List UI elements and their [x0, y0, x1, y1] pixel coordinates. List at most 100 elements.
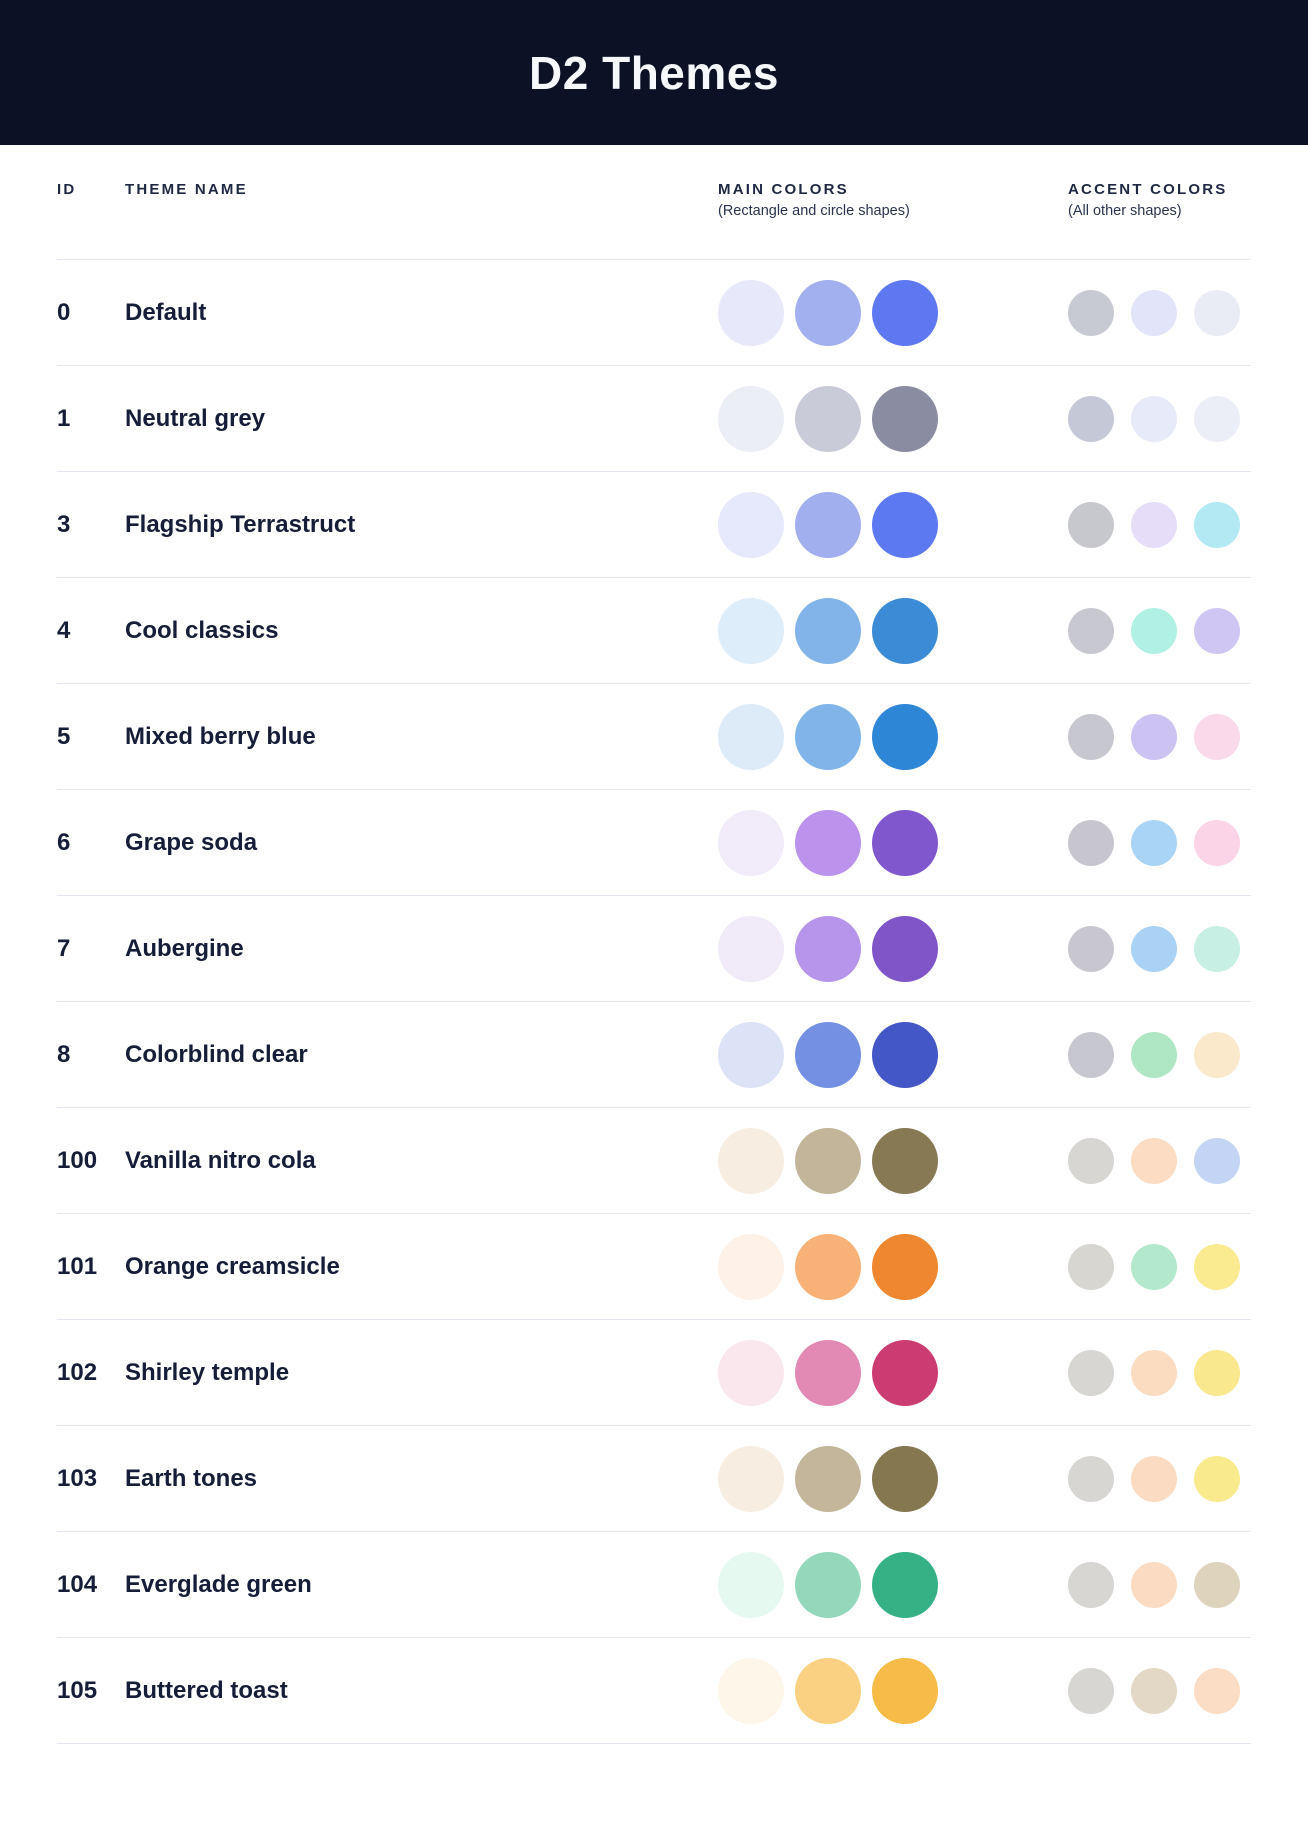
main-color-swatches: [718, 279, 1068, 346]
theme-id: 103: [57, 1464, 98, 1492]
accent-color-swatch: [1194, 713, 1240, 760]
column-header-accent-colors: ACCENT COLORS (All other shapes): [1068, 181, 1251, 219]
main-color-swatch: [718, 1445, 784, 1512]
table-row: 103 Earth tones: [57, 1426, 1251, 1532]
accent-color-swatch: [1068, 1455, 1114, 1502]
main-color-swatches: [718, 1233, 1068, 1300]
accent-colors-label: ACCENT COLORS: [1068, 181, 1228, 198]
main-color-swatch: [795, 279, 861, 346]
theme-id: 4: [57, 616, 71, 644]
accent-color-swatch: [1068, 607, 1114, 654]
main-colors-subtitle: (Rectangle and circle shapes): [718, 203, 910, 219]
accent-color-swatch: [1194, 925, 1240, 972]
main-color-swatches: [718, 385, 1068, 452]
main-color-swatch: [718, 1551, 784, 1618]
column-header-id: ID: [57, 181, 77, 198]
accent-color-swatches: [1068, 1455, 1251, 1502]
theme-id: 105: [57, 1676, 98, 1704]
accent-color-swatch: [1068, 1561, 1114, 1608]
main-color-swatch: [872, 1127, 938, 1194]
main-color-swatch: [795, 915, 861, 982]
theme-name: Flagship Terrastruct: [125, 510, 356, 538]
main-color-swatches: [718, 1445, 1068, 1512]
main-color-swatches: [718, 1551, 1068, 1618]
accent-color-swatches: [1068, 289, 1251, 336]
page-title: D2 Themes: [529, 46, 779, 99]
main-color-swatch: [795, 385, 861, 452]
accent-color-swatch: [1194, 1349, 1240, 1396]
table-column-headers: ID THEME NAME MAIN COLORS (Rectangle and…: [57, 145, 1251, 260]
main-color-swatch: [872, 809, 938, 876]
column-header-theme-name: THEME NAME: [125, 181, 248, 198]
accent-color-swatch: [1068, 819, 1114, 866]
table-row: 7 Aubergine: [57, 896, 1251, 1002]
main-color-swatch: [872, 1339, 938, 1406]
main-color-swatches: [718, 703, 1068, 770]
main-color-swatches: [718, 1339, 1068, 1406]
main-color-swatch: [795, 1339, 861, 1406]
accent-color-swatch: [1194, 501, 1240, 548]
table-row: 100 Vanilla nitro cola: [57, 1108, 1251, 1214]
accent-color-swatch: [1131, 1243, 1177, 1290]
main-color-swatches: [718, 597, 1068, 664]
accent-color-swatches: [1068, 607, 1251, 654]
accent-color-swatch: [1131, 1455, 1177, 1502]
theme-name: Everglade green: [125, 1570, 312, 1598]
main-color-swatch: [795, 491, 861, 558]
table-row: 4 Cool classics: [57, 578, 1251, 684]
accent-color-swatches: [1068, 501, 1251, 548]
accent-color-swatch: [1131, 289, 1177, 336]
main-color-swatch: [795, 809, 861, 876]
accent-color-swatch: [1194, 1561, 1240, 1608]
accent-color-swatches: [1068, 1349, 1251, 1396]
accent-color-swatch: [1194, 819, 1240, 866]
accent-color-swatches: [1068, 1137, 1251, 1184]
main-color-swatch: [718, 279, 784, 346]
main-color-swatch: [795, 1551, 861, 1618]
main-color-swatch: [872, 703, 938, 770]
table-row: 1 Neutral grey: [57, 366, 1251, 472]
main-color-swatches: [718, 915, 1068, 982]
accent-color-swatches: [1068, 1031, 1251, 1078]
theme-name: Cool classics: [125, 616, 279, 644]
main-color-swatch: [872, 1233, 938, 1300]
accent-color-swatches: [1068, 1667, 1251, 1714]
table-row: 6 Grape soda: [57, 790, 1251, 896]
accent-color-swatch: [1194, 1137, 1240, 1184]
page-header: D2 Themes: [0, 0, 1308, 145]
accent-color-swatches: [1068, 925, 1251, 972]
theme-id: 3: [57, 510, 71, 538]
accent-color-swatch: [1194, 289, 1240, 336]
accent-color-swatch: [1068, 289, 1114, 336]
accent-color-swatches: [1068, 1243, 1251, 1290]
accent-color-swatch: [1194, 1455, 1240, 1502]
table-row: 102 Shirley temple: [57, 1320, 1251, 1426]
table-row: 104 Everglade green: [57, 1532, 1251, 1638]
accent-color-swatch: [1068, 1137, 1114, 1184]
table-row: 5 Mixed berry blue: [57, 684, 1251, 790]
theme-name: Vanilla nitro cola: [125, 1146, 316, 1174]
accent-color-swatches: [1068, 395, 1251, 442]
main-color-swatch: [872, 1551, 938, 1618]
table-row: 101 Orange creamsicle: [57, 1214, 1251, 1320]
theme-id: 6: [57, 828, 71, 856]
theme-id: 101: [57, 1252, 98, 1280]
main-color-swatch: [872, 915, 938, 982]
main-color-swatches: [718, 491, 1068, 558]
accent-colors-subtitle: (All other shapes): [1068, 203, 1182, 219]
theme-name: Earth tones: [125, 1464, 258, 1492]
main-color-swatch: [718, 809, 784, 876]
main-color-swatch: [718, 1657, 784, 1724]
accent-color-swatch: [1194, 1031, 1240, 1078]
theme-id: 100: [57, 1146, 98, 1174]
theme-name: Neutral grey: [125, 404, 266, 432]
theme-id: 104: [57, 1570, 98, 1598]
table-row: 105 Buttered toast: [57, 1638, 1251, 1744]
main-color-swatch: [795, 1445, 861, 1512]
accent-color-swatch: [1131, 925, 1177, 972]
main-color-swatch: [795, 703, 861, 770]
main-color-swatch: [795, 1233, 861, 1300]
main-color-swatch: [795, 1657, 861, 1724]
accent-color-swatch: [1131, 1349, 1177, 1396]
